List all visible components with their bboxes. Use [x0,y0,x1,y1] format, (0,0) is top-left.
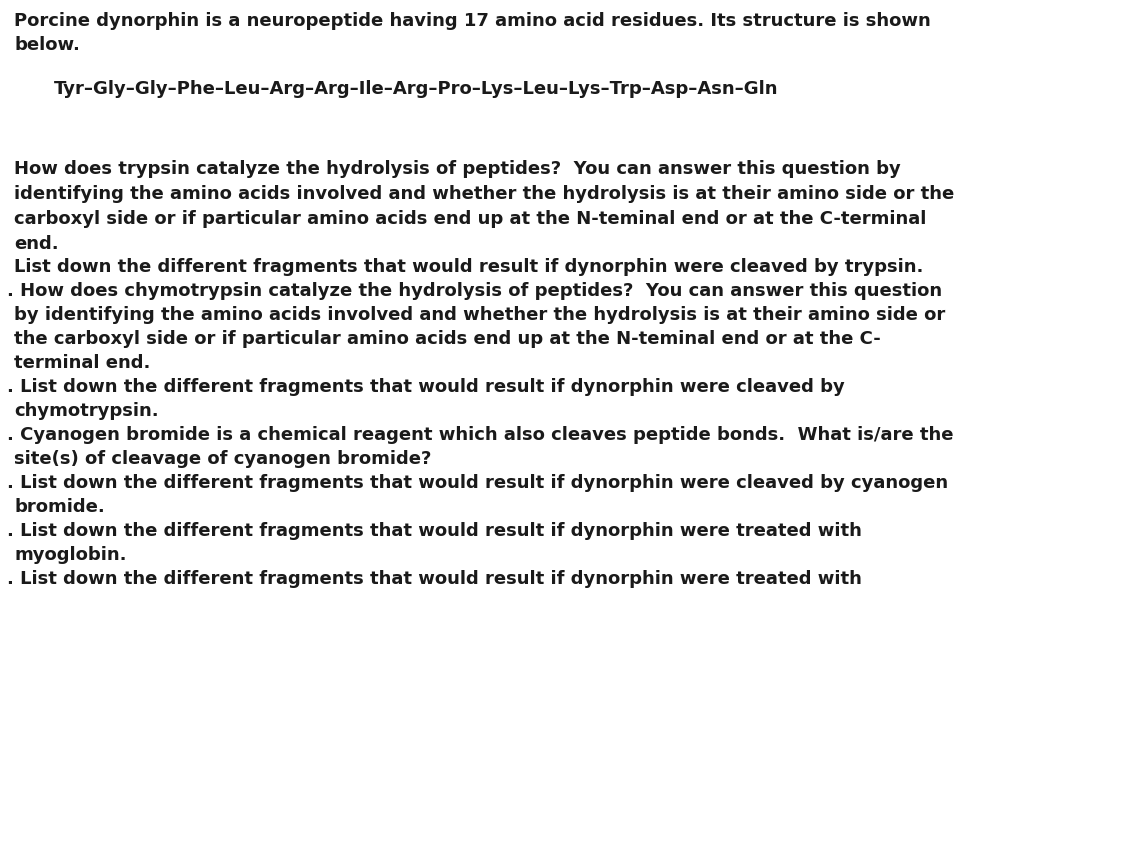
Text: by identifying the amino acids involved and whether the hydrolysis is at their a: by identifying the amino acids involved … [14,306,945,324]
Text: end.: end. [14,235,58,253]
Text: bromide.: bromide. [14,498,104,516]
Text: . List down the different fragments that would result if dynorphin were treated : . List down the different fragments that… [7,569,862,587]
Text: chymotrypsin.: chymotrypsin. [14,401,158,419]
Text: . How does chymotrypsin catalyze the hydrolysis of peptides?  You can answer thi: . How does chymotrypsin catalyze the hyd… [7,282,942,300]
Text: carboxyl side or if particular amino acids end up at the N-teminal end or at the: carboxyl side or if particular amino aci… [14,210,926,228]
Text: terminal end.: terminal end. [14,354,150,372]
Text: Tyr–Gly–Gly–Phe–Leu–Arg–Arg–Ile–Arg–Pro–Lys–Leu–Lys–Trp–Asp–Asn–Gln: Tyr–Gly–Gly–Phe–Leu–Arg–Arg–Ile–Arg–Pro–… [54,80,778,98]
Text: How does trypsin catalyze the hydrolysis of peptides?  You can answer this quest: How does trypsin catalyze the hydrolysis… [14,160,901,177]
Text: . List down the different fragments that would result if dynorphin were cleaved : . List down the different fragments that… [7,474,948,492]
Text: . List down the different fragments that would result if dynorphin were cleaved : . List down the different fragments that… [7,378,845,395]
Text: Porcine dynorphin is a neuropeptide having 17 amino acid residues. Its structure: Porcine dynorphin is a neuropeptide havi… [14,12,931,30]
Text: the carboxyl side or if particular amino acids end up at the N-teminal end or at: the carboxyl side or if particular amino… [14,330,881,348]
Text: . List down the different fragments that would result if dynorphin were treated : . List down the different fragments that… [7,522,862,539]
Text: myoglobin.: myoglobin. [14,545,126,563]
Text: site(s) of cleavage of cyanogen bromide?: site(s) of cleavage of cyanogen bromide? [14,449,431,468]
Text: below.: below. [14,36,80,54]
Text: List down the different fragments that would result if dynorphin were cleaved by: List down the different fragments that w… [14,257,924,276]
Text: . Cyanogen bromide is a chemical reagent which also cleaves peptide bonds.  What: . Cyanogen bromide is a chemical reagent… [7,425,953,443]
Text: identifying the amino acids involved and whether the hydrolysis is at their amin: identifying the amino acids involved and… [14,185,955,202]
